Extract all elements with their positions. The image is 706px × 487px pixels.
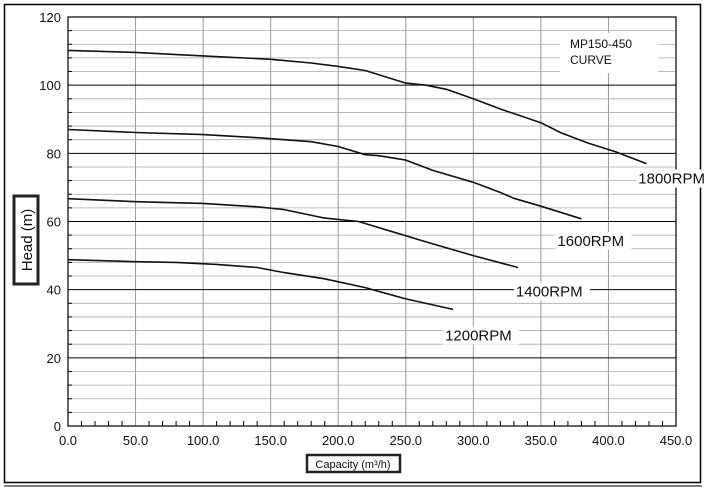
series-label: 1400RPM bbox=[516, 284, 583, 301]
y-tick-label: 40 bbox=[47, 283, 61, 298]
x-axis-label: Capacity (m³/h) bbox=[315, 459, 390, 471]
chart-subtitle: CURVE bbox=[570, 53, 612, 67]
x-tick-label: 150.0 bbox=[254, 433, 287, 448]
x-tick-label: 100.0 bbox=[187, 433, 220, 448]
x-tick-label: 350.0 bbox=[525, 433, 558, 448]
series-label: 1600RPM bbox=[557, 233, 624, 250]
x-tick-label: 200.0 bbox=[322, 433, 355, 448]
curve-1200rpm bbox=[67, 258, 454, 311]
y-axis-label: Head (m) bbox=[19, 209, 36, 272]
series-label: 1200RPM bbox=[445, 327, 512, 344]
x-tick-label: 400.0 bbox=[592, 433, 625, 448]
curve-1800rpm bbox=[67, 49, 647, 165]
chart-title: MP150-450 bbox=[570, 37, 632, 51]
series-label-background bbox=[443, 326, 520, 345]
y-tick-label: 0 bbox=[54, 419, 61, 434]
x-tick-label: 0.0 bbox=[59, 433, 77, 448]
y-tick-label: 20 bbox=[47, 351, 61, 366]
curve-1400rpm bbox=[67, 197, 519, 269]
series-label-background bbox=[555, 231, 632, 250]
y-axis-label-box: Head (m) bbox=[12, 194, 40, 286]
x-tick-label: 50.0 bbox=[123, 433, 148, 448]
plot-frame bbox=[67, 16, 677, 427]
series-label-background bbox=[513, 282, 590, 301]
y-tick-label: 60 bbox=[47, 215, 61, 230]
y-tick-label: 80 bbox=[47, 146, 61, 161]
curve-1600rpm bbox=[67, 128, 582, 220]
x-tick-label: 250.0 bbox=[390, 433, 423, 448]
outer-frame bbox=[3, 3, 702, 484]
series-label-background bbox=[636, 169, 706, 188]
y-tick-label: 120 bbox=[39, 10, 61, 25]
y-tick-label: 100 bbox=[39, 78, 61, 93]
series-label: 1800RPM bbox=[638, 171, 705, 188]
x-tick-label: 450.0 bbox=[660, 433, 693, 448]
x-tick-label: 300.0 bbox=[457, 433, 490, 448]
title-background bbox=[560, 33, 658, 73]
x-axis-label-box: Capacity (m³/h) bbox=[305, 453, 402, 474]
